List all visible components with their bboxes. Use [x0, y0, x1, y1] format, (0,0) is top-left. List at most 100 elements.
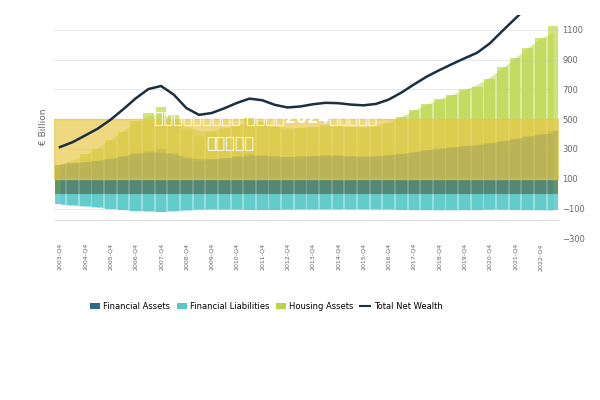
Bar: [169, 153, 179, 194]
Bar: [105, 159, 116, 194]
Bar: [155, 106, 166, 194]
Bar: [105, 194, 116, 208]
Bar: [53, 119, 559, 179]
Bar: [67, 163, 78, 194]
Bar: [371, 127, 382, 194]
Bar: [523, 136, 533, 194]
Bar: [130, 121, 141, 194]
Bar: [446, 147, 457, 194]
Bar: [396, 117, 407, 194]
Bar: [332, 194, 343, 209]
Bar: [484, 143, 495, 194]
Bar: [219, 158, 230, 194]
Bar: [80, 154, 91, 194]
Bar: [194, 194, 205, 209]
Legend: Financial Assets, Financial Liabilities, Housing Assets, Total Net Wealth: Financial Assets, Financial Liabilities,…: [86, 299, 446, 314]
Bar: [409, 110, 419, 194]
Bar: [332, 126, 343, 194]
Bar: [383, 194, 394, 209]
Bar: [332, 155, 343, 194]
Bar: [206, 194, 217, 209]
Bar: [257, 155, 268, 194]
Bar: [206, 132, 217, 194]
Bar: [232, 194, 242, 210]
Bar: [510, 138, 520, 194]
Bar: [320, 125, 331, 194]
Bar: [244, 154, 255, 194]
Bar: [92, 149, 103, 194]
Bar: [155, 149, 166, 194]
Bar: [409, 152, 419, 194]
Bar: [269, 156, 280, 194]
Bar: [232, 125, 242, 194]
Bar: [320, 155, 331, 194]
Bar: [257, 122, 268, 194]
Bar: [55, 168, 65, 194]
Bar: [295, 128, 305, 194]
Bar: [484, 194, 495, 210]
Bar: [421, 104, 432, 194]
Text: 全国最大的配资公司 飞科电器2024年归母净利: 全国最大的配资公司 飞科电器2024年归母净利: [154, 110, 377, 125]
Bar: [446, 95, 457, 194]
Bar: [548, 131, 559, 194]
Bar: [523, 194, 533, 210]
Bar: [257, 194, 268, 210]
Bar: [383, 155, 394, 194]
Bar: [232, 156, 242, 194]
Bar: [169, 194, 179, 212]
Bar: [269, 127, 280, 194]
Bar: [346, 156, 356, 194]
Bar: [472, 194, 482, 210]
Bar: [282, 194, 293, 210]
Bar: [510, 58, 520, 194]
Bar: [269, 194, 280, 210]
Bar: [396, 194, 407, 210]
Bar: [535, 134, 546, 194]
Bar: [80, 194, 91, 206]
Bar: [244, 118, 255, 194]
Bar: [194, 161, 205, 194]
Bar: [307, 156, 318, 194]
Text: 润预计减半: 润预计减半: [206, 135, 254, 150]
Bar: [219, 128, 230, 194]
Bar: [143, 194, 154, 212]
Y-axis label: € Billion: € Billion: [39, 108, 48, 145]
Bar: [548, 194, 559, 210]
Bar: [55, 165, 65, 194]
Bar: [434, 194, 445, 210]
Bar: [346, 194, 356, 209]
Bar: [143, 151, 154, 194]
Bar: [55, 194, 65, 204]
Bar: [434, 99, 445, 194]
Bar: [206, 159, 217, 194]
Bar: [320, 194, 331, 209]
Bar: [130, 154, 141, 194]
Bar: [244, 194, 255, 210]
Bar: [497, 67, 508, 194]
Bar: [459, 89, 470, 194]
Bar: [358, 157, 369, 194]
Bar: [282, 157, 293, 194]
Bar: [434, 148, 445, 194]
Bar: [155, 194, 166, 212]
Bar: [396, 154, 407, 194]
Bar: [219, 194, 230, 209]
Bar: [484, 79, 495, 194]
Bar: [67, 194, 78, 205]
Bar: [307, 194, 318, 209]
Bar: [169, 116, 179, 194]
Bar: [358, 194, 369, 209]
Bar: [371, 156, 382, 194]
Bar: [181, 130, 191, 194]
Bar: [459, 194, 470, 210]
Bar: [282, 130, 293, 194]
Bar: [510, 194, 520, 210]
Bar: [92, 194, 103, 207]
Bar: [535, 194, 546, 210]
Bar: [118, 132, 128, 194]
Bar: [346, 127, 356, 194]
Bar: [409, 194, 419, 210]
Bar: [535, 38, 546, 194]
Bar: [459, 146, 470, 194]
Bar: [118, 194, 128, 210]
